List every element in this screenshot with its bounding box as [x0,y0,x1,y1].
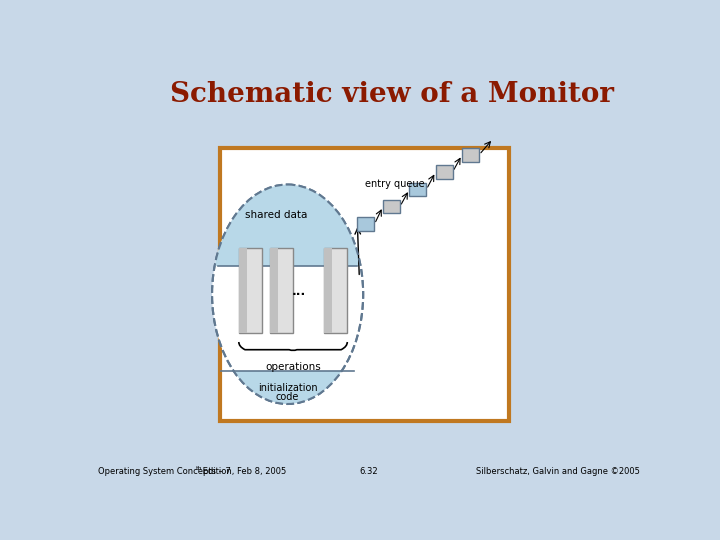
Text: entry queue: entry queue [365,179,424,189]
Text: Silberschatz, Galvin and Gagne ©2005: Silberschatz, Galvin and Gagne ©2005 [477,467,640,476]
Bar [462,148,479,162]
Ellipse shape [212,185,363,404]
Text: Operating System Concepts – 7: Operating System Concepts – 7 [98,467,230,476]
Bar [383,200,400,213]
Text: Schematic view of a Monitor: Schematic view of a Monitor [170,80,614,107]
Bar [239,248,262,333]
Text: operations: operations [265,362,321,372]
Bar [220,148,508,421]
Bar [270,248,278,333]
Text: th: th [195,466,202,471]
Text: Edition, Feb 8, 2005: Edition, Feb 8, 2005 [200,467,287,476]
Text: ...: ... [292,286,305,299]
Bar [324,248,347,333]
Bar [357,217,374,231]
Bar [409,183,426,197]
Bar [270,248,293,333]
Bar [239,248,247,333]
Text: initialization: initialization [258,383,318,393]
Ellipse shape [212,185,363,404]
Text: 6.32: 6.32 [360,467,378,476]
Bar [436,165,453,179]
Ellipse shape [212,185,363,404]
Bar [324,248,332,333]
Text: code: code [276,392,300,402]
Text: shared data: shared data [245,211,307,220]
